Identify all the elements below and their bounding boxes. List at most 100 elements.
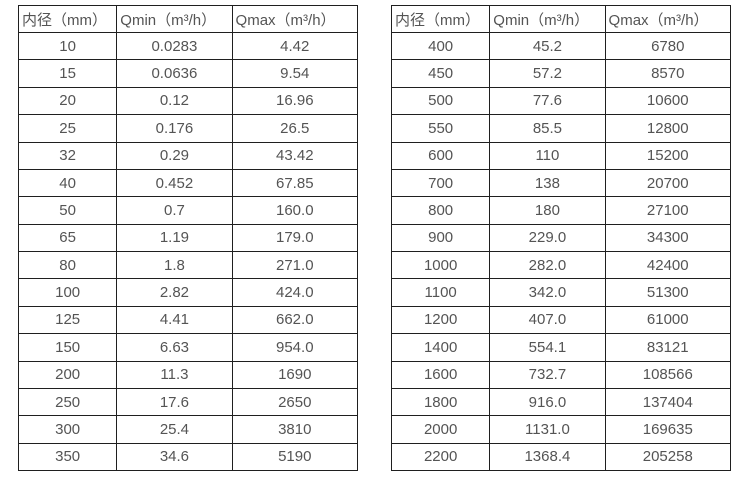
table-row: 80 1.8 271.0 [17, 250, 359, 280]
table-row: 350 34.6 5190 [17, 442, 359, 472]
table-cell: 0.0636 [116, 59, 233, 88]
table-cell: 61000 [604, 305, 732, 335]
table-cell: 900 [390, 223, 491, 253]
table-cell: 2.82 [116, 278, 233, 307]
table-row: 1000 282.0 42400 [390, 250, 732, 280]
table-cell: 4.41 [116, 305, 233, 335]
table-cell: 1000 [390, 250, 491, 280]
table-cell: 0.29 [116, 141, 233, 170]
table-cell: 229.0 [489, 223, 606, 253]
table-row: 250 17.6 2650 [17, 387, 359, 417]
table-cell: 554.1 [489, 333, 606, 362]
table-cell: 34300 [604, 223, 732, 253]
table-cell: 2650 [231, 387, 359, 417]
table-cell: 1100 [390, 278, 491, 307]
table-cell: 42400 [604, 250, 732, 280]
table-cell: 17.6 [116, 387, 233, 417]
table-cell: 100 [17, 278, 118, 307]
table-cell: 4.42 [231, 31, 359, 61]
table-cell: 20 [17, 86, 118, 116]
flow-table-large-diameters: 内径（mm） Qmin（m³/h） Qmax（m³/h） 400 45.2 6780… [390, 5, 732, 472]
table-cell: 150 [17, 333, 118, 362]
table-cell: 15 [17, 59, 118, 88]
table-cell: 1800 [390, 387, 491, 417]
table-cell: 205258 [604, 442, 732, 472]
flow-table-small-diameters: 内径（mm） Qmin（m³/h） Qmax（m³/h） 10 0.0283 4.4… [17, 5, 359, 472]
table-cell: 8570 [604, 59, 732, 88]
table-row: 50 0.7 160.0 [17, 196, 359, 225]
table-cell: 0.12 [116, 86, 233, 116]
table-cell: 342.0 [489, 278, 606, 307]
table-cell: 20700 [604, 168, 732, 198]
table-cell: 1.8 [116, 250, 233, 280]
table-cell: 6.63 [116, 333, 233, 362]
table-row: 2000 1131.0 169635 [390, 415, 732, 444]
table-row: 2200 1368.4 205258 [390, 442, 732, 472]
table-row: 400 45.2 6780 [390, 31, 732, 61]
table-row: 1400 554.1 83121 [390, 333, 732, 362]
table-cell: 5190 [231, 442, 359, 472]
table-cell: 45.2 [489, 31, 606, 61]
header-qmax: Qmax（m³/h） [231, 5, 359, 33]
table-row: 32 0.29 43.42 [17, 141, 359, 170]
flow-spec-tables-container: 内径（mm） Qmin（m³/h） Qmax（m³/h） 10 0.0283 4.4… [17, 5, 732, 472]
table-row: 100 2.82 424.0 [17, 278, 359, 307]
table-cell: 0.7 [116, 196, 233, 225]
table-cell: 80 [17, 250, 118, 280]
table-cell: 67.85 [231, 168, 359, 198]
header-qmin: Qmin（m³/h） [116, 5, 233, 33]
table-row: 600 110 15200 [390, 141, 732, 170]
table-row: 1200 407.0 61000 [390, 305, 732, 335]
table-cell: 138 [489, 168, 606, 198]
table-cell: 1368.4 [489, 442, 606, 472]
table-row: 65 1.19 179.0 [17, 223, 359, 253]
table-cell: 1690 [231, 360, 359, 389]
table-cell: 1200 [390, 305, 491, 335]
table-cell: 43.42 [231, 141, 359, 170]
table-cell: 500 [390, 86, 491, 116]
table-cell: 700 [390, 168, 491, 198]
table-cell: 0.452 [116, 168, 233, 198]
table-row: 700 138 20700 [390, 168, 732, 198]
table-header: 内径（mm） Qmin（m³/h） Qmax（m³/h） [390, 5, 732, 33]
table-row: 550 85.5 12800 [390, 114, 732, 143]
table-cell: 77.6 [489, 86, 606, 116]
table-row: 1800 916.0 137404 [390, 387, 732, 417]
header-inner-diameter: 内径（mm） [390, 5, 491, 33]
table-row: 900 229.0 34300 [390, 223, 732, 253]
table-cell: 450 [390, 59, 491, 88]
table-cell: 662.0 [231, 305, 359, 335]
table-cell: 50 [17, 196, 118, 225]
header-row: 内径（mm） Qmin（m³/h） Qmax（m³/h） [17, 5, 359, 33]
table-cell: 1400 [390, 333, 491, 362]
table-cell: 424.0 [231, 278, 359, 307]
table-cell: 10 [17, 31, 118, 61]
table-row: 800 180 27100 [390, 196, 732, 225]
table-row: 300 25.4 3810 [17, 415, 359, 444]
table-row: 40 0.452 67.85 [17, 168, 359, 198]
table-row: 10 0.0283 4.42 [17, 31, 359, 61]
table-cell: 25 [17, 114, 118, 143]
table-cell: 180 [489, 196, 606, 225]
table-cell: 137404 [604, 387, 732, 417]
header-qmin: Qmin（m³/h） [489, 5, 606, 33]
table-cell: 1600 [390, 360, 491, 389]
table-body: 10 0.0283 4.42 15 0.0636 9.54 20 0.12 16.96 25 0.1… [17, 31, 359, 472]
table-cell: 125 [17, 305, 118, 335]
table-cell: 3810 [231, 415, 359, 444]
table-cell: 34.6 [116, 442, 233, 472]
table-cell: 179.0 [231, 223, 359, 253]
table-row: 200 11.3 1690 [17, 360, 359, 389]
table-cell: 85.5 [489, 114, 606, 143]
table-cell: 57.2 [489, 59, 606, 88]
table-cell: 110 [489, 141, 606, 170]
table-row: 1600 732.7 108566 [390, 360, 732, 389]
table-row: 1100 342.0 51300 [390, 278, 732, 307]
table-row: 25 0.176 26.5 [17, 114, 359, 143]
table-cell: 169635 [604, 415, 732, 444]
table-cell: 108566 [604, 360, 732, 389]
table-cell: 954.0 [231, 333, 359, 362]
table-cell: 25.4 [116, 415, 233, 444]
table-header: 内径（mm） Qmin（m³/h） Qmax（m³/h） [17, 5, 359, 33]
table-cell: 10600 [604, 86, 732, 116]
